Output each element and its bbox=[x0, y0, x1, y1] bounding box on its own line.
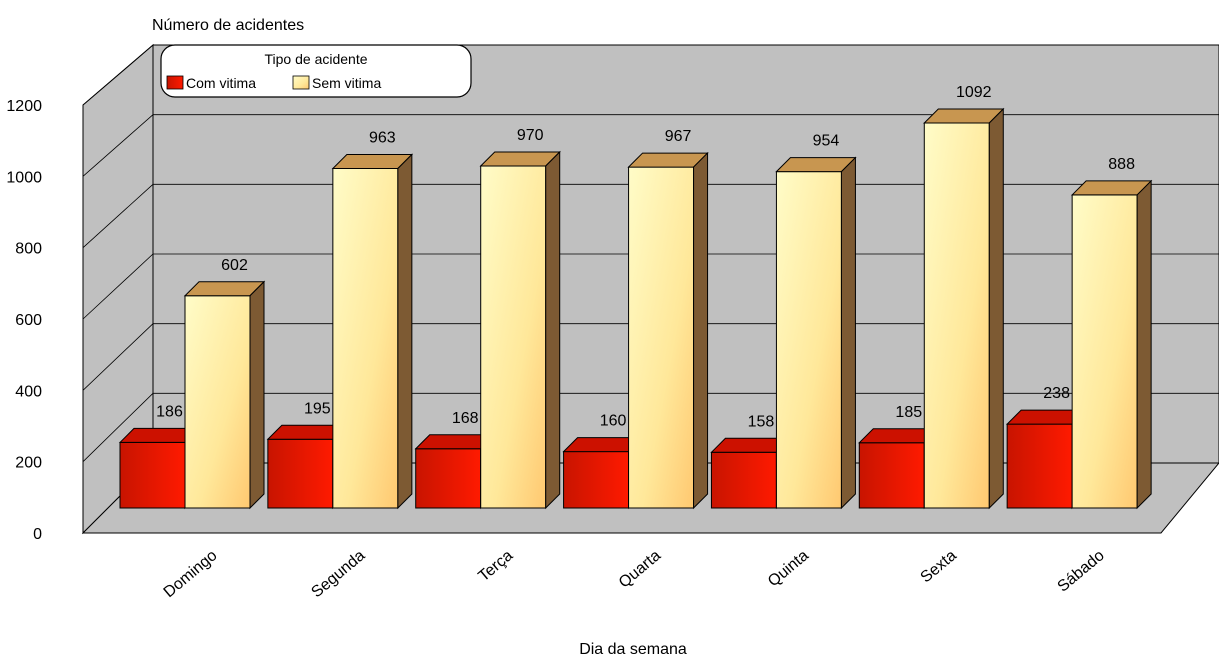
x-tick-label: Quarta bbox=[616, 547, 664, 592]
bars: 186 602 195 963 168 970 160 967 158 954 185 1092 238… bbox=[118, 84, 1153, 510]
bar-side bbox=[545, 150, 561, 510]
y-tick-label: 600 bbox=[15, 312, 42, 329]
bar-sem-vitima-6 bbox=[1070, 179, 1153, 510]
x-tick-label: Quinta bbox=[765, 547, 812, 590]
gridline bbox=[82, 44, 1219, 106]
bar-side bbox=[988, 107, 1004, 510]
gridline bbox=[82, 323, 1219, 391]
bar-sem-vitima-4 bbox=[775, 156, 857, 510]
bar-front bbox=[267, 438, 334, 509]
legend-box bbox=[160, 44, 472, 98]
bar-front bbox=[563, 451, 630, 509]
y-tick-label: 800 bbox=[15, 241, 42, 258]
data-label: 602 bbox=[221, 257, 248, 274]
y-axis-label: Número de acidentes bbox=[152, 17, 304, 34]
bar-front bbox=[332, 167, 399, 509]
data-label: 195 bbox=[304, 400, 331, 417]
data-label: 160 bbox=[600, 413, 627, 430]
bar-com-vitima-2 bbox=[414, 433, 496, 510]
bar-front bbox=[480, 165, 547, 509]
data-label: 888 bbox=[1108, 156, 1135, 173]
data-label: 967 bbox=[665, 128, 692, 145]
bar-front bbox=[1071, 194, 1138, 509]
x-axis-label: Dia da semana bbox=[579, 641, 687, 657]
bar-side bbox=[840, 156, 856, 510]
bar-front bbox=[415, 448, 482, 509]
gridline bbox=[82, 183, 1219, 248]
bar-side bbox=[1136, 179, 1152, 510]
legend-swatch-com-vitima bbox=[166, 75, 184, 90]
bar-sem-vitima-3 bbox=[627, 151, 709, 510]
x-tick-label: Sábado bbox=[1055, 547, 1108, 596]
y-tick-label: 1200 bbox=[6, 98, 42, 115]
y-tick-label: 400 bbox=[15, 383, 42, 400]
bar-sem-vitima-0 bbox=[183, 280, 266, 510]
bar-front bbox=[1006, 423, 1073, 509]
gridline bbox=[82, 392, 1219, 462]
x-tick-label: Domingo bbox=[161, 547, 221, 601]
data-label: 168 bbox=[452, 410, 479, 427]
data-label: 238 bbox=[1043, 385, 1070, 402]
bar-front bbox=[628, 166, 695, 509]
legend-title: Tipo de acidente bbox=[265, 51, 368, 67]
legend: Tipo de acidente Com vitima Sem vitima bbox=[160, 44, 472, 98]
bar-front bbox=[710, 451, 777, 509]
y-tick-label: 1000 bbox=[6, 169, 42, 186]
data-label: 158 bbox=[748, 413, 775, 430]
data-label: 963 bbox=[369, 129, 396, 146]
data-label: 1092 bbox=[956, 84, 992, 101]
bar-front bbox=[775, 171, 842, 509]
data-label: 185 bbox=[895, 404, 922, 421]
y-tick-label: 200 bbox=[15, 455, 42, 472]
data-label: 970 bbox=[517, 127, 544, 144]
bar-front bbox=[119, 441, 186, 509]
bar-side bbox=[397, 153, 413, 510]
x-tick-label: Segunda bbox=[308, 547, 368, 601]
data-label: 186 bbox=[156, 403, 183, 420]
x-tick-label: Terça bbox=[475, 547, 516, 585]
bar-sem-vitima-2 bbox=[479, 150, 561, 510]
bar-front bbox=[923, 122, 990, 509]
bar-sem-vitima-5 bbox=[923, 107, 1005, 510]
gridline bbox=[82, 114, 1219, 177]
x-tick-label: Sexta bbox=[918, 547, 960, 586]
data-label: 954 bbox=[813, 133, 840, 150]
bar-sem-vitima-1 bbox=[331, 153, 414, 510]
legend-label-com-vitima: Com vitima bbox=[186, 75, 256, 91]
legend-label-sem-vitima: Sem vitima bbox=[312, 75, 381, 91]
bar-front bbox=[858, 442, 925, 509]
y-tick-label: 0 bbox=[33, 526, 42, 543]
y-axis-ticks: 0 200 400 600 800 1000 1200 bbox=[6, 98, 42, 543]
gridline bbox=[82, 253, 1219, 320]
bar-front bbox=[184, 295, 251, 509]
gridlines bbox=[82, 44, 1219, 462]
legend-swatch-sem-vitima bbox=[292, 75, 310, 90]
bar-side bbox=[693, 151, 709, 510]
x-axis-ticks: Domingo Segunda Terça Quarta Quinta Sexta Sába… bbox=[161, 547, 1108, 601]
bar-side bbox=[249, 280, 265, 510]
